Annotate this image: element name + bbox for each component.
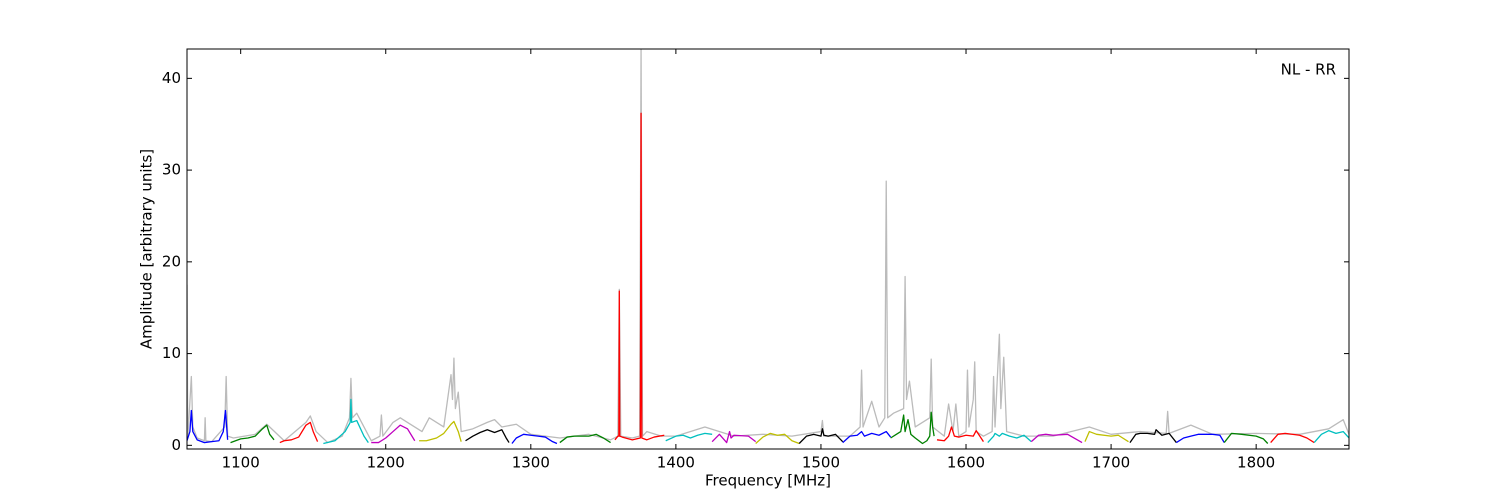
x-axis-label: Frequency [MHz] [705,472,831,490]
spectrum-line [187,49,1349,444]
spectrum-line [890,411,935,445]
spectrum-line [371,424,416,444]
x-tick-label: 1400 [657,454,695,472]
y-tick-label: 10 [162,344,181,362]
annotation: NL - RR [1281,61,1336,79]
spectrum-line [987,432,1032,444]
plot-frame [186,48,1350,450]
x-tick-label: 1500 [802,454,840,472]
spectrum-line [1176,433,1225,444]
spectrum-line [711,430,757,444]
spectrum-line [511,433,558,445]
y-axis-label: Amplitude [arbitrary units] [138,149,156,349]
spectrum-line [842,430,892,444]
spectrum-line [323,398,369,445]
y-tick-label: 40 [162,69,181,87]
x-tick-label: 1300 [512,454,550,472]
spectrum-line [1129,429,1177,443]
spectrum-line [279,421,319,444]
spectrum-line [187,409,229,444]
x-tick-label: 1800 [1237,454,1275,472]
spectrum-line [1084,430,1129,443]
spectrum-line [665,432,713,442]
spectrum-line [465,429,510,443]
spectrum-line [936,426,984,443]
spectrum-line [798,428,844,444]
spectrum-line [1270,432,1315,444]
spectrum-line [1030,433,1083,444]
spectrum-line [755,432,800,445]
plot-lines [187,49,1349,445]
y-tick-label: 30 [162,161,181,179]
y-tick-label: 20 [162,252,181,270]
spectrum-line [1313,430,1349,444]
spectrum-line [230,424,275,444]
spectrum-line [1223,432,1269,444]
x-tick-label: 1100 [222,454,260,472]
spectrum-line [419,420,462,442]
spectrum-line [559,433,611,444]
y-tick-label: 0 [171,436,181,454]
x-tick-label: 1700 [1092,454,1130,472]
x-tick-label: 1600 [947,454,985,472]
spectrum-line [614,112,665,441]
x-tick-label: 1200 [367,454,405,472]
